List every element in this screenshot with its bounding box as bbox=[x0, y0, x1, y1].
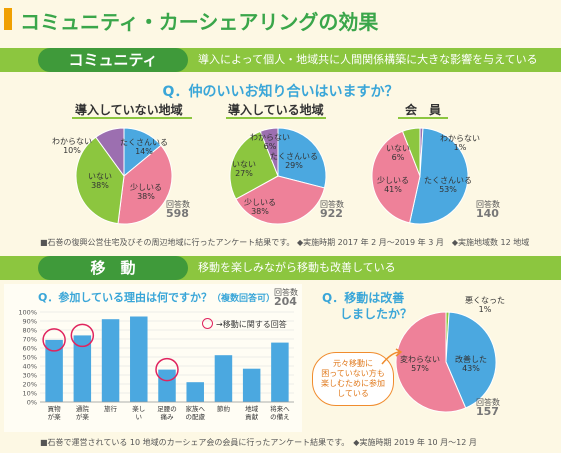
slice-label: たくさんいる 14% bbox=[120, 138, 168, 156]
mobility-section-header: 移 動 移動を楽しみながら移動も改善している bbox=[0, 256, 561, 280]
pie-chart-members bbox=[371, 127, 469, 225]
pie-slice bbox=[371, 130, 421, 224]
y-tick-label: 40% bbox=[23, 363, 37, 371]
pie-chart-intro bbox=[229, 127, 327, 225]
x-category-label: 通院が楽 bbox=[76, 404, 90, 421]
page-title: コミュニティ・カーシェアリングの効果 bbox=[20, 10, 379, 34]
slice-label: いない 6% bbox=[386, 144, 410, 162]
pie-slice bbox=[277, 127, 327, 189]
x-category-label: 節約 bbox=[217, 404, 231, 413]
x-category-label: 旅行 bbox=[104, 404, 118, 413]
highlight-circle bbox=[42, 328, 66, 352]
pie-title-members: 会 員 bbox=[405, 103, 442, 117]
slice-label: 少しいる 38% bbox=[130, 183, 162, 201]
slice-label: わからない 6% bbox=[250, 133, 290, 151]
x-category-label: 足腰の痛み bbox=[157, 405, 177, 421]
slice-label: 悪くなった 1% bbox=[465, 296, 505, 314]
pie-slice bbox=[395, 311, 467, 413]
y-tick-label: 30% bbox=[23, 372, 37, 380]
respondent-count-bar: 回答数 204 bbox=[274, 288, 298, 308]
pie-slice bbox=[445, 311, 497, 409]
highlight-circle bbox=[70, 323, 95, 348]
pie-question-line1: Q．移動は改善 bbox=[322, 291, 405, 305]
pie-slice bbox=[259, 127, 279, 177]
pie-question-line2: しましたか？ bbox=[340, 307, 413, 321]
community-question: Q．仲のいいお知り合いはいますか？ bbox=[162, 84, 399, 100]
community-survey-note: ■石巻の復興公営住宅及びその周辺地域に行ったアンケート結果です。 ◆実施時期 2… bbox=[40, 238, 530, 247]
mobility-survey-note: ■石巻で運営されている 10 地域のカーシェア会の会員に行ったアンケート結果です… bbox=[40, 438, 477, 447]
pie-slice bbox=[401, 127, 421, 177]
slice-label: 少しいる 41% bbox=[377, 176, 409, 194]
slice-label: わからない 10% bbox=[52, 137, 92, 155]
pie-title-intro: 導入している地域 bbox=[228, 103, 324, 117]
bar bbox=[130, 316, 148, 402]
slice-label: たくさんいる 29% bbox=[270, 152, 318, 170]
mobility-description: 移動を楽しみながら移動も改善している bbox=[198, 261, 396, 274]
y-tick-label: 60% bbox=[23, 345, 37, 353]
slice-label: 少しいる 38% bbox=[244, 198, 276, 216]
bar bbox=[271, 342, 289, 402]
bar-chart-question: Q．参加している理由は何ですか？（複数回答可） bbox=[38, 291, 276, 304]
bar bbox=[158, 369, 176, 402]
y-tick-label: 100% bbox=[18, 309, 37, 317]
community-tab: コミュニティ bbox=[38, 48, 188, 72]
x-category-label: 将来への備え bbox=[270, 404, 290, 421]
y-tick-label: 50% bbox=[23, 354, 37, 362]
respondent-count-no-intro: 回答数 598 bbox=[166, 200, 190, 220]
respondent-count-mobility: 回答数 157 bbox=[476, 398, 500, 418]
respondent-count-members: 回答数 140 bbox=[476, 200, 500, 220]
pie-slice bbox=[409, 127, 469, 225]
bar bbox=[186, 382, 204, 402]
community-section-header: コミュニティ 導入によって個人・地域共に人間関係構築に大きな影響を与えている bbox=[0, 48, 561, 72]
y-tick-label: 10% bbox=[23, 390, 37, 398]
pie-slice bbox=[229, 130, 279, 200]
pie-slice bbox=[95, 127, 125, 178]
slice-label: たくさんいる 53% bbox=[424, 176, 472, 194]
x-category-label: 楽しい bbox=[132, 404, 145, 421]
slice-label: いない 27% bbox=[232, 160, 256, 178]
x-category-label: 家族への配慮 bbox=[185, 404, 205, 421]
slice-label: 改善した 43% bbox=[455, 355, 487, 373]
x-category-label: 買物が楽 bbox=[48, 404, 62, 421]
y-tick-label: 0% bbox=[27, 399, 37, 407]
bar bbox=[242, 368, 261, 402]
y-tick-label: 20% bbox=[23, 381, 37, 389]
title-accent-bar bbox=[4, 8, 12, 30]
pie-slice bbox=[117, 144, 173, 225]
community-description: 導入によって個人・地域共に人間関係構築に大きな影響を与えている bbox=[198, 53, 538, 66]
x-category-label: 地域貢献 bbox=[245, 404, 259, 421]
pie-slice bbox=[235, 175, 326, 225]
bubble-arrow-icon bbox=[381, 348, 403, 365]
mobility-tab: 移 動 bbox=[38, 256, 188, 280]
bar bbox=[73, 335, 92, 402]
y-tick-label: 80% bbox=[23, 327, 37, 335]
pie-chart-mobility bbox=[395, 311, 497, 413]
highlight-legend-label: →移動に関する回答 bbox=[216, 320, 287, 329]
y-tick-label: 90% bbox=[23, 318, 37, 326]
highlight-legend-circle-icon bbox=[202, 318, 213, 329]
bar-chart: 0%10%20%30%40%50%60%70%80%90%100% 買物が楽通院が… bbox=[18, 309, 294, 421]
bar bbox=[214, 355, 233, 402]
slice-label: わからない 1% bbox=[440, 134, 480, 152]
pie-chart-no-intro bbox=[75, 127, 173, 225]
bar bbox=[101, 319, 120, 402]
annotation-bubble: 元々移動に 困っていない方も 楽しむために参加 している bbox=[312, 352, 394, 406]
bar bbox=[45, 339, 63, 402]
slice-label: いない 38% bbox=[88, 172, 112, 190]
respondent-count-intro: 回答数 922 bbox=[320, 200, 344, 220]
pie-slice bbox=[75, 136, 125, 225]
pie-title-no-intro: 導入していない地域 bbox=[75, 103, 183, 117]
y-tick-label: 70% bbox=[23, 336, 37, 344]
highlight-circle bbox=[155, 357, 179, 382]
slice-label: 変わらない 57% bbox=[400, 355, 440, 373]
